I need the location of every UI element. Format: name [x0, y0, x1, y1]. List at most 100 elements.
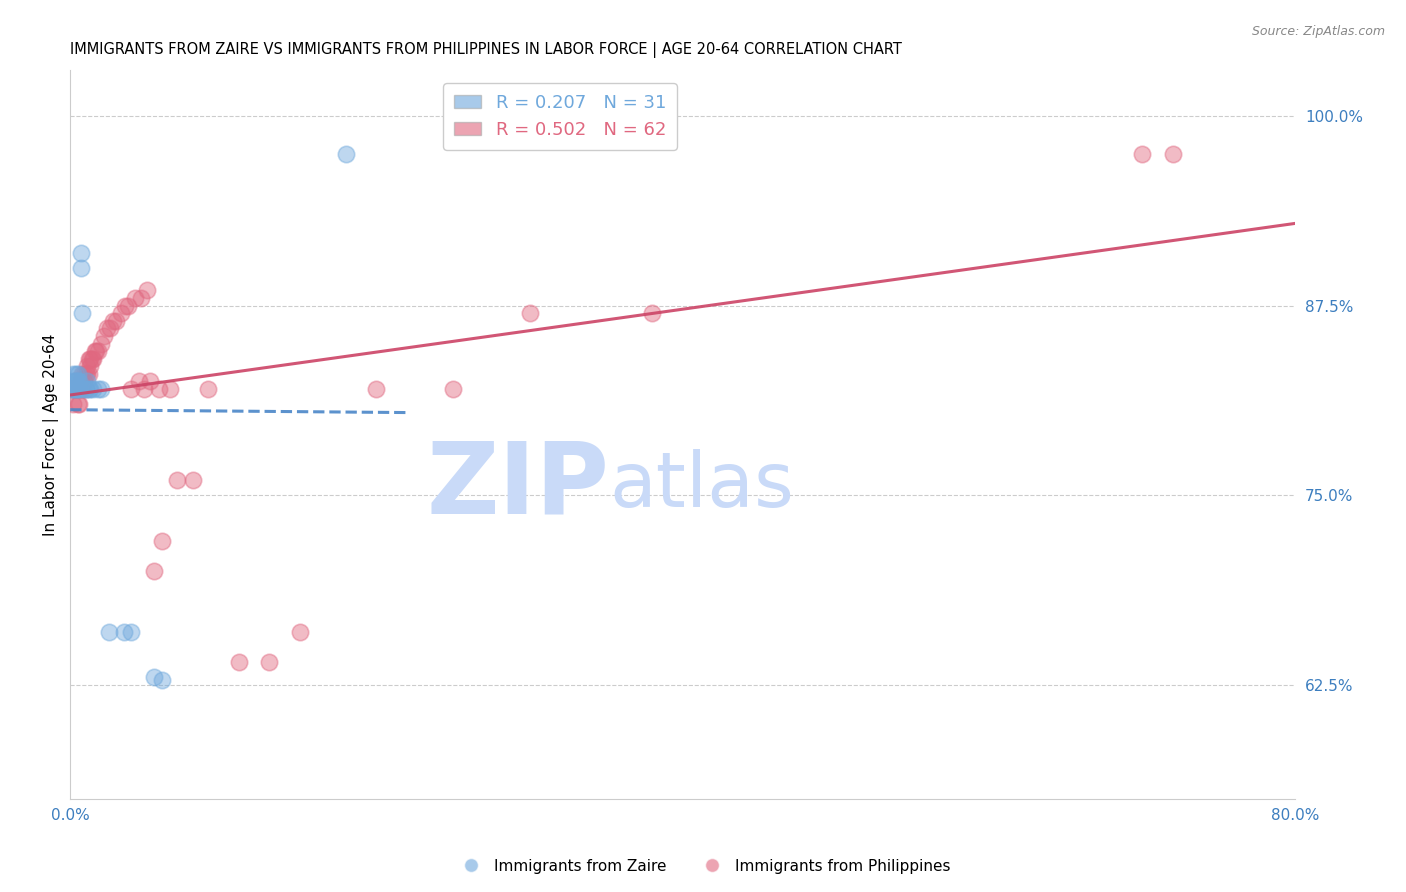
Point — [98, 321, 121, 335]
Y-axis label: In Labor Force | Age 20-64: In Labor Force | Age 20-64 — [44, 334, 59, 536]
Point — [1130, 147, 1153, 161]
Legend: Immigrants from Zaire, Immigrants from Philippines: Immigrants from Zaire, Immigrants from P… — [450, 853, 956, 880]
Point — [105, 314, 128, 328]
Point — [288, 624, 311, 639]
Point — [70, 260, 93, 275]
Point — [73, 382, 96, 396]
Point — [121, 382, 143, 396]
Point — [72, 306, 94, 320]
Point — [67, 382, 90, 396]
Point — [60, 382, 83, 396]
Point — [63, 382, 86, 396]
Point — [97, 624, 120, 639]
Point — [82, 351, 104, 366]
Point — [519, 306, 541, 320]
Point — [73, 375, 96, 389]
Point — [63, 382, 86, 396]
Point — [441, 382, 464, 396]
Point — [117, 299, 139, 313]
Text: IMMIGRANTS FROM ZAIRE VS IMMIGRANTS FROM PHILIPPINES IN LABOR FORCE | AGE 20-64 : IMMIGRANTS FROM ZAIRE VS IMMIGRANTS FROM… — [70, 42, 903, 58]
Point — [63, 375, 86, 389]
Point — [82, 382, 104, 396]
Point — [77, 382, 100, 396]
Point — [366, 382, 388, 396]
Point — [67, 375, 90, 389]
Point — [335, 147, 357, 161]
Point — [70, 375, 93, 389]
Point — [143, 670, 166, 684]
Point — [72, 382, 94, 396]
Point — [76, 367, 98, 381]
Point — [132, 382, 155, 396]
Point — [101, 314, 124, 328]
Point — [228, 655, 250, 669]
Point — [90, 336, 112, 351]
Point — [66, 397, 89, 411]
Point — [66, 382, 89, 396]
Point — [143, 564, 166, 578]
Point — [65, 367, 87, 381]
Point — [62, 382, 84, 396]
Point — [79, 382, 101, 396]
Point — [93, 329, 115, 343]
Point — [65, 382, 87, 396]
Point — [87, 344, 110, 359]
Point — [65, 382, 87, 396]
Point — [181, 473, 204, 487]
Point — [77, 367, 100, 381]
Point — [124, 291, 146, 305]
Point — [110, 306, 132, 320]
Point — [112, 624, 135, 639]
Point — [83, 344, 105, 359]
Point — [62, 397, 84, 411]
Point — [66, 375, 89, 389]
Point — [66, 367, 89, 381]
Point — [148, 382, 170, 396]
Point — [90, 382, 112, 396]
Point — [150, 533, 173, 548]
Point — [77, 351, 100, 366]
Point — [79, 359, 101, 374]
Point — [197, 382, 219, 396]
Text: Source: ZipAtlas.com: Source: ZipAtlas.com — [1251, 25, 1385, 38]
Point — [62, 367, 84, 381]
Point — [75, 367, 97, 381]
Point — [79, 351, 101, 366]
Point — [76, 375, 98, 389]
Point — [60, 375, 83, 389]
Point — [80, 351, 103, 366]
Text: ZIP: ZIP — [426, 437, 609, 534]
Point — [65, 375, 87, 389]
Point — [87, 382, 110, 396]
Point — [73, 367, 96, 381]
Point — [75, 382, 97, 396]
Point — [114, 299, 136, 313]
Point — [60, 382, 83, 396]
Point — [135, 284, 157, 298]
Point — [67, 397, 90, 411]
Point — [641, 306, 664, 320]
Point — [166, 473, 188, 487]
Point — [70, 245, 93, 260]
Point — [67, 382, 90, 396]
Point — [121, 624, 143, 639]
Point — [139, 375, 162, 389]
Point — [72, 367, 94, 381]
Point — [150, 673, 173, 688]
Point — [63, 375, 86, 389]
Point — [76, 359, 98, 374]
Point — [96, 321, 118, 335]
Point — [259, 655, 281, 669]
Point — [65, 382, 87, 396]
Text: atlas: atlas — [609, 449, 794, 523]
Point — [62, 382, 84, 396]
Point — [75, 382, 97, 396]
Point — [1161, 147, 1184, 161]
Point — [70, 382, 93, 396]
Point — [159, 382, 181, 396]
Point — [66, 382, 89, 396]
Point — [84, 344, 107, 359]
Point — [128, 375, 150, 389]
Point — [129, 291, 152, 305]
Legend: R = 0.207   N = 31, R = 0.502   N = 62: R = 0.207 N = 31, R = 0.502 N = 62 — [443, 83, 676, 150]
